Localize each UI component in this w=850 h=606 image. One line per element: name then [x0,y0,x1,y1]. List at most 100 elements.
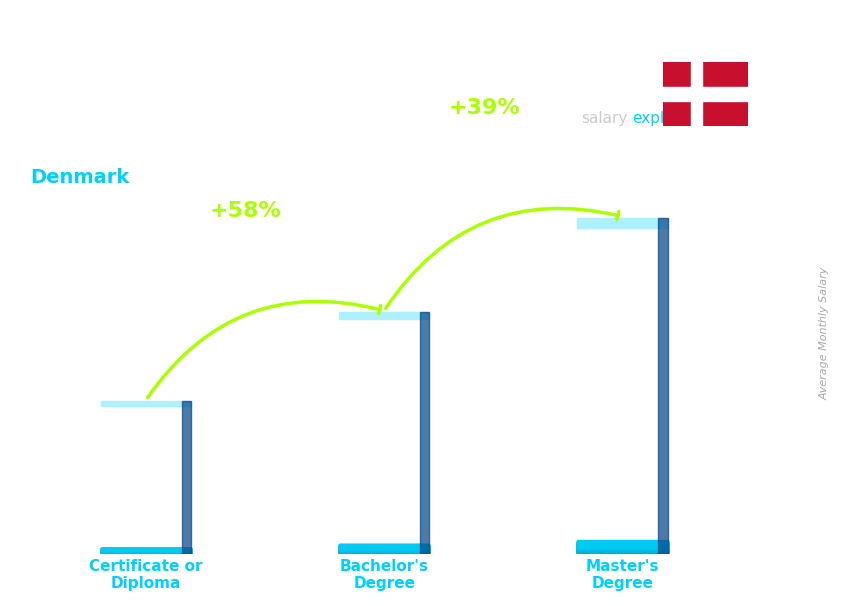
Bar [577,546,667,553]
Bar [577,544,667,550]
Bar [101,548,191,551]
Bar [339,548,429,553]
Bar [577,545,667,551]
Bar [339,549,429,554]
Bar [101,548,191,551]
Text: 40,100 DKK: 40,100 DKK [444,294,533,309]
Bar [339,547,429,551]
Bar [101,550,191,553]
Bar [577,218,667,228]
Bar [577,542,667,549]
Bar [577,541,667,547]
Bar [339,545,429,550]
Bar [101,548,191,551]
Bar [577,543,667,550]
Bar [101,550,191,553]
Bar [577,544,667,551]
Bar [339,545,429,550]
Bar [339,548,429,553]
Bar [577,544,667,551]
Bar [101,549,191,553]
Bar [577,545,667,553]
Bar [339,545,429,550]
Bar [182,401,191,554]
Bar [339,546,429,551]
Bar [101,548,191,551]
Bar [577,547,667,553]
Bar [339,548,429,553]
Bar [101,550,191,553]
Bar [339,548,429,553]
Bar [339,547,429,552]
Bar [577,547,667,554]
Bar [101,548,191,551]
Bar [577,541,667,547]
Bar [101,550,191,553]
Bar [101,548,191,551]
Bar [101,550,191,553]
Bar [339,547,429,552]
Bar [101,550,191,553]
Bar [101,549,191,552]
Bar [339,547,429,551]
Bar [577,547,667,554]
Bar [101,549,191,552]
Bar [101,550,191,553]
Bar [420,312,429,554]
Bar [577,542,667,548]
Text: explorer: explorer [632,111,695,125]
Bar [339,545,429,550]
Bar [577,546,667,553]
Bar [339,547,429,551]
Bar [577,545,667,551]
Bar [577,547,667,553]
Bar [690,62,702,126]
Bar [101,550,191,553]
Bar [101,548,191,551]
Bar [101,550,191,553]
Bar [577,542,667,549]
Bar [577,547,667,553]
Bar [101,550,191,553]
Bar [577,544,667,551]
Bar [101,548,191,551]
Bar [101,550,191,553]
Bar [101,549,191,552]
Bar [339,545,429,550]
Bar [577,543,667,550]
Bar [339,545,429,550]
Bar [339,548,429,553]
Bar [339,545,429,550]
Bar [339,548,429,553]
Text: .com: .com [696,111,734,125]
Text: +58%: +58% [210,201,282,221]
Bar [101,549,191,552]
Bar [339,546,429,551]
Bar [339,547,429,552]
Bar [339,549,429,554]
Bar [577,543,667,550]
Bar [339,544,429,549]
Bar [339,548,429,553]
Bar [101,550,191,553]
Bar [577,545,667,552]
Bar [577,544,667,551]
Bar [101,550,191,553]
Bar [339,545,429,550]
Bar [101,550,191,553]
Bar [101,549,191,552]
Bar [577,545,667,552]
Bar [101,550,191,553]
Bar [339,545,429,550]
Bar [339,548,429,553]
Bar [577,541,667,547]
Bar [577,542,667,549]
Bar [577,543,667,550]
Bar [339,312,429,319]
Bar [101,549,191,552]
Bar [577,545,667,552]
Bar [339,548,429,553]
Bar [101,551,191,554]
Bar [577,547,667,553]
Bar [577,545,667,552]
